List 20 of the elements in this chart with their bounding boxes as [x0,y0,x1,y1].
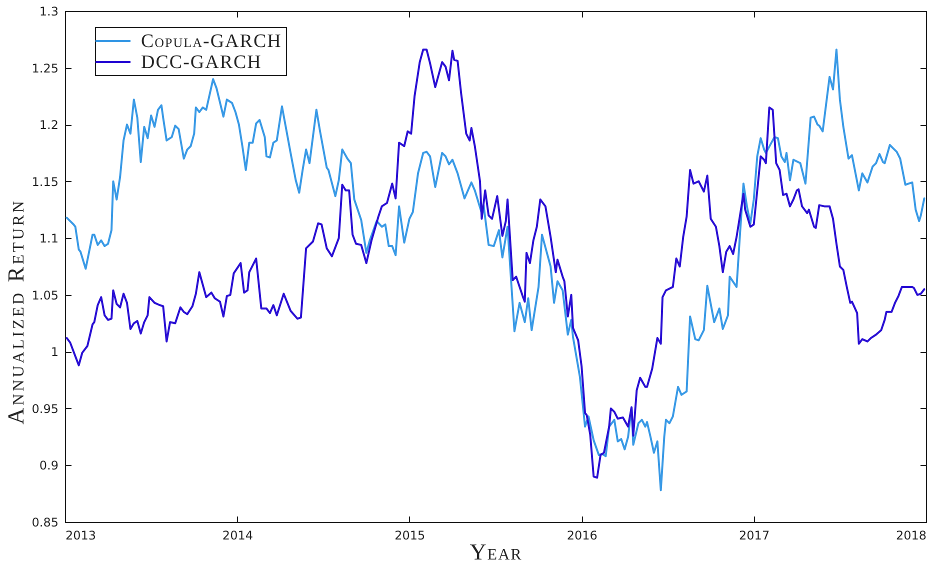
y-tick-label: 0.85 [32,516,58,530]
y-tick-label: 1.15 [32,174,58,189]
y-tick-label: 1.3 [39,4,58,18]
legend-label: Copula-GARCH [141,31,282,52]
y-tick-label: 1.1 [39,232,58,246]
y-tick-label: 1 [50,345,58,360]
x-tick-label: 2016 [566,528,598,542]
x-tick-label: 2013 [66,528,96,542]
y-tick-label: 1.2 [39,118,58,132]
x-tick-label: 2015 [394,528,426,542]
y-axis-title: Annualized Return [4,198,28,424]
y-tick-label: 1.05 [32,288,58,302]
y-tick-label: 0.95 [32,402,58,416]
legend-label: DCC-GARCH [141,52,262,73]
x-tick-label: 2018 [896,528,926,542]
x-tick-label: 2014 [222,528,253,542]
y-tick-label: 1.25 [32,61,58,76]
y-tick-label: 0.9 [39,458,58,473]
x-axis-title: Year [470,540,522,564]
x-tick-label: 2017 [739,528,770,542]
